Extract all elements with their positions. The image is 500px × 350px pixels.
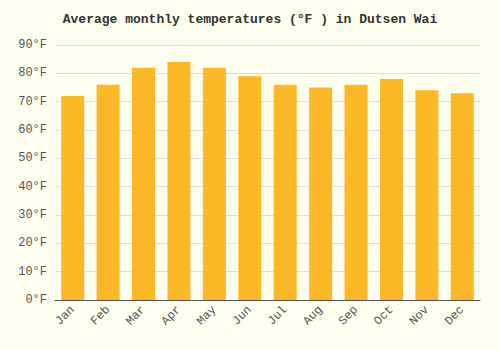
svg-text:Sep: Sep xyxy=(336,303,361,328)
svg-text:70°F: 70°F xyxy=(18,95,47,109)
svg-text:40°F: 40°F xyxy=(18,180,47,194)
svg-text:Mar: Mar xyxy=(123,303,148,328)
svg-text:May: May xyxy=(194,303,219,328)
svg-text:80°F: 80°F xyxy=(18,66,47,80)
svg-text:Dec: Dec xyxy=(442,303,467,328)
svg-text:Oct: Oct xyxy=(371,303,396,328)
svg-text:Average monthly temperatures (: Average monthly temperatures (°F ) in Du… xyxy=(63,12,438,27)
svg-text:90°F: 90°F xyxy=(18,38,47,52)
svg-text:0°F: 0°F xyxy=(25,293,47,307)
svg-text:10°F: 10°F xyxy=(18,265,47,279)
svg-text:Feb: Feb xyxy=(88,303,113,328)
svg-text:Jun: Jun xyxy=(230,303,255,328)
svg-text:50°F: 50°F xyxy=(18,151,47,165)
svg-text:60°F: 60°F xyxy=(18,123,47,137)
svg-text:Jul: Jul xyxy=(265,303,290,328)
svg-text:20°F: 20°F xyxy=(18,236,47,250)
svg-text:Aug: Aug xyxy=(300,303,325,328)
svg-text:Apr: Apr xyxy=(159,303,184,328)
svg-text:Nov: Nov xyxy=(407,303,432,328)
svg-text:30°F: 30°F xyxy=(18,208,47,222)
svg-text:Jan: Jan xyxy=(53,303,78,328)
